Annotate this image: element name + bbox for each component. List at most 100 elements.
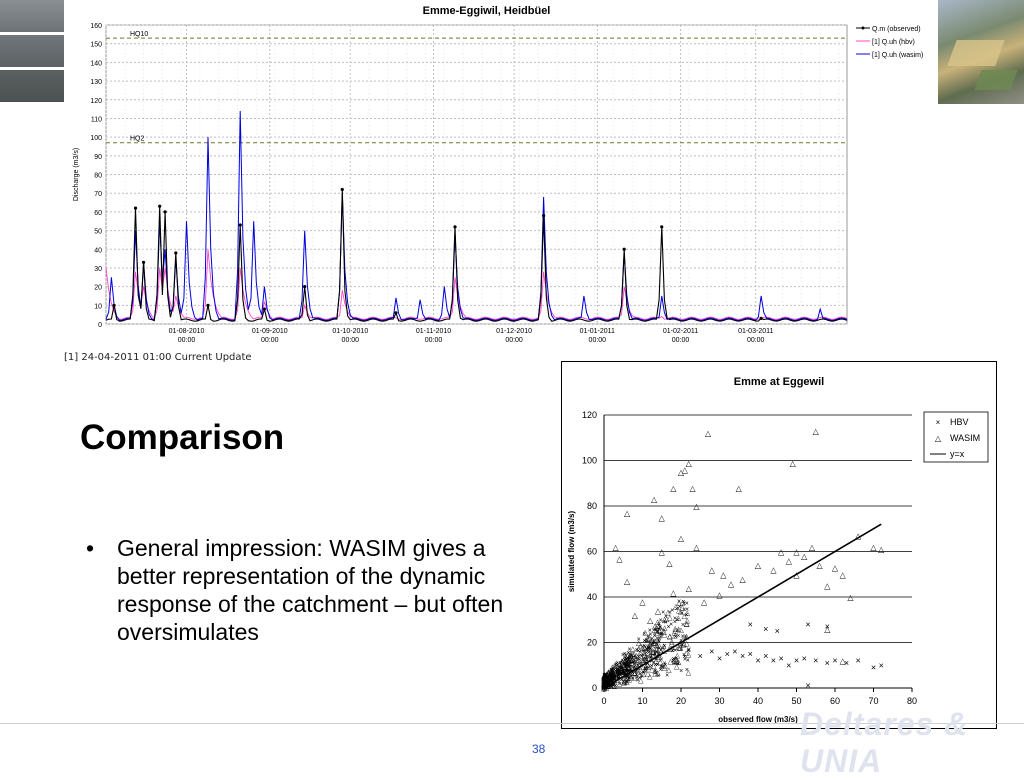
hbv-point: × [609, 683, 613, 690]
hbv-point: × [879, 660, 884, 670]
hbv-point: × [641, 670, 645, 677]
wasim-point: △ [655, 623, 661, 630]
wasim-point: △ [740, 575, 747, 584]
wasim-point: △ [652, 627, 658, 634]
hbv-point: × [658, 653, 662, 660]
wasim-point: △ [601, 676, 607, 683]
wasim-point: △ [606, 673, 612, 680]
identity-line [603, 523, 882, 689]
hbv-point: × [643, 665, 647, 672]
wasim-point: △ [629, 655, 635, 662]
y-tick-label: 50 [94, 229, 102, 236]
wasim-point: △ [801, 552, 808, 561]
hbv-point: × [627, 646, 631, 653]
wasim-point: △ [669, 639, 675, 646]
hbv-point: × [604, 685, 608, 692]
legend-box [923, 411, 989, 463]
wasim-point: △ [653, 658, 659, 665]
wasim-point: △ [608, 679, 614, 686]
observed-peak-point [303, 285, 307, 289]
hbv-point: × [636, 663, 640, 670]
bullet-list: • General impression: WASIM gives a bett… [82, 534, 542, 646]
wasim-point: △ [609, 670, 615, 677]
wasim-point: △ [621, 669, 627, 676]
hbv-point: × [646, 646, 650, 653]
hbv-point: × [748, 619, 753, 629]
x-tick-label: 80 [907, 696, 917, 706]
wasim-point: △ [617, 672, 623, 679]
wasim-point: △ [610, 671, 616, 678]
wasim-point: △ [684, 650, 690, 657]
wasim-point: △ [668, 646, 674, 653]
hbv-point: × [640, 644, 644, 651]
hbv-point: × [602, 679, 606, 686]
y-tick-label: 0 [98, 322, 102, 329]
hbv-point: × [604, 675, 608, 682]
wasim-point: △ [638, 642, 644, 649]
wasim-point: △ [661, 629, 667, 636]
wasim-point: △ [611, 677, 617, 684]
hbv-point: × [618, 665, 622, 672]
x-tick-label: 00:00 [261, 337, 279, 344]
hbv-point: × [648, 646, 652, 653]
y-tick-label: 150 [90, 42, 102, 49]
hbv-point: × [626, 677, 630, 684]
wasim-point: △ [630, 646, 636, 653]
wasim-point: △ [632, 611, 639, 620]
wasim-point: △ [626, 658, 632, 665]
hbv-point: × [675, 606, 679, 613]
hbv-point: × [725, 649, 730, 659]
hbv-point: × [602, 675, 606, 682]
wasim-point: △ [602, 680, 608, 687]
hbv-point: × [686, 644, 691, 654]
hbv-point: × [602, 679, 606, 686]
wasim-point: △ [662, 632, 668, 639]
update-note: [1] 24-04-2011 01:00 Current Update [64, 352, 252, 363]
wasim-point: △ [645, 671, 651, 678]
wasim-point: △ [602, 683, 608, 690]
wasim-point: △ [628, 651, 634, 658]
y-tick-label: 80 [94, 173, 102, 180]
hbv-point: × [648, 649, 653, 659]
wasim-point: △ [629, 675, 635, 682]
wasim-point: △ [607, 678, 613, 685]
wasim-point: △ [601, 679, 607, 686]
wasim-point: △ [602, 672, 608, 679]
wasim-point: △ [655, 619, 661, 626]
hbv-point: × [627, 675, 631, 682]
wasim-point: △ [605, 673, 611, 680]
legend-marker: × [936, 418, 941, 427]
wasim-point: △ [632, 669, 638, 676]
wasim-point: △ [629, 670, 635, 677]
hbv-point: × [748, 649, 753, 659]
hbv-point: × [670, 648, 674, 655]
wasim-point: △ [624, 660, 630, 667]
hbv-point: × [682, 652, 686, 659]
x-tick-label: 01-02-2011 [663, 328, 698, 335]
wasim-point: △ [610, 668, 616, 675]
wasim-point: △ [630, 655, 636, 662]
wasim-point: △ [673, 626, 679, 633]
wasim-point: △ [606, 669, 612, 676]
hbv-point: × [602, 676, 606, 683]
wasim-point: △ [672, 628, 678, 635]
hbv-point: × [652, 633, 656, 640]
y-tick-label: 120 [90, 98, 102, 105]
hbv-point: × [615, 663, 619, 670]
observed-peak-point [262, 307, 267, 311]
observed-peak-point [158, 204, 162, 208]
wasim-point: △ [601, 678, 607, 685]
hbv-point: × [664, 614, 668, 621]
wasim-point: △ [608, 675, 614, 682]
hbv-point: × [825, 658, 830, 668]
x-tick-label: 01-03-2011 [738, 328, 773, 335]
hbv-point: × [677, 598, 681, 605]
wasim-point: △ [620, 667, 626, 674]
hbv-point: × [740, 651, 745, 661]
hbv-point: × [855, 656, 860, 666]
wasim-point: △ [609, 669, 615, 676]
hbv-point: × [656, 662, 660, 669]
hbv-point: × [604, 672, 608, 679]
hbv-point: × [656, 673, 660, 680]
hbv-point: × [633, 654, 637, 661]
